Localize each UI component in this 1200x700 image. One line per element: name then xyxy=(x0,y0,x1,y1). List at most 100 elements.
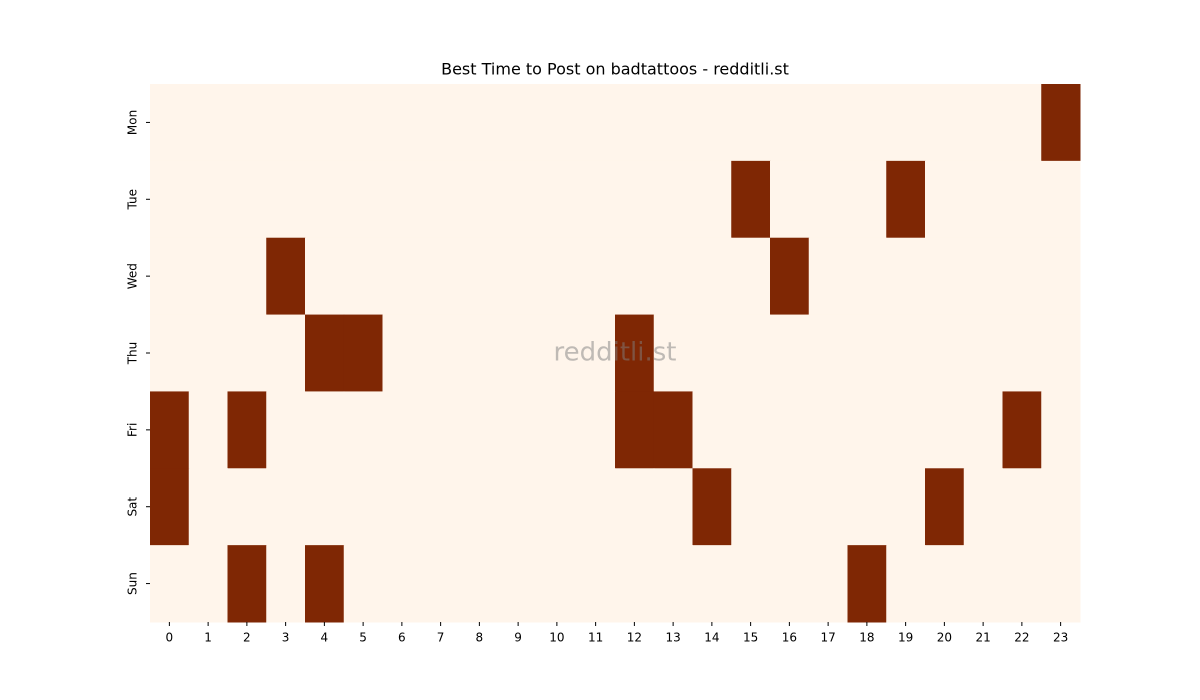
heatmap-cell xyxy=(925,391,965,469)
heatmap-cell xyxy=(188,237,228,316)
heatmap-cell xyxy=(188,468,228,546)
x-tick-label: 21 xyxy=(975,631,990,645)
x-tick-label: 8 xyxy=(476,631,484,645)
heatmap-cell xyxy=(305,545,345,623)
heatmap-cell xyxy=(692,237,732,316)
heatmap-cell xyxy=(537,545,577,623)
x-tick-label: 11 xyxy=(588,631,603,645)
heatmap-cell xyxy=(615,160,655,239)
heatmap-cell xyxy=(1002,545,1042,623)
heatmap-cell xyxy=(847,314,887,392)
heatmap-cell xyxy=(847,545,887,623)
heatmap-cell xyxy=(731,468,771,546)
y-tick-label: Mon xyxy=(126,110,140,135)
heatmap-cell xyxy=(653,391,693,469)
heatmap-cell xyxy=(615,545,655,623)
heatmap-cell xyxy=(692,391,732,469)
heatmap-cell xyxy=(266,545,306,623)
heatmap-cell xyxy=(305,391,345,469)
heatmap-cell xyxy=(266,391,306,469)
heatmap-cell xyxy=(731,314,771,392)
heatmap-cell xyxy=(188,160,228,239)
heatmap-cell xyxy=(537,160,577,239)
heatmap-cell xyxy=(227,160,267,239)
heatmap-cell xyxy=(886,468,926,546)
heatmap-cell xyxy=(576,391,616,469)
heatmap-cell xyxy=(963,545,1003,623)
x-tick-label: 6 xyxy=(398,631,406,645)
heatmap-cell xyxy=(576,314,616,392)
heatmap-cell xyxy=(653,84,693,162)
heatmap-cell xyxy=(1041,314,1081,392)
heatmap-cell xyxy=(460,84,500,162)
heatmap-cell xyxy=(576,84,616,162)
heatmap-cell xyxy=(227,391,267,469)
heatmap-cell xyxy=(537,314,577,392)
heatmap-cell xyxy=(150,314,190,392)
heatmap-cell xyxy=(886,391,926,469)
x-tick-label: 23 xyxy=(1053,631,1068,645)
heatmap-cell xyxy=(770,545,810,623)
heatmap-cell xyxy=(1002,160,1042,239)
heatmap-cell xyxy=(382,545,422,623)
heatmap-cell xyxy=(692,160,732,239)
heatmap-cell xyxy=(460,314,500,392)
x-tick-label: 2 xyxy=(243,631,251,645)
heatmap-cell xyxy=(150,391,190,469)
heatmap-cell xyxy=(576,237,616,316)
heatmap-cell xyxy=(266,237,306,316)
heatmap-cell xyxy=(1041,545,1081,623)
heatmap-cell xyxy=(925,237,965,316)
heatmap-cell xyxy=(731,545,771,623)
y-tick-label: Wed xyxy=(126,263,140,289)
heatmap-cell xyxy=(1002,314,1042,392)
heatmap-cell xyxy=(1041,468,1081,546)
heatmap-cell xyxy=(1002,237,1042,316)
heatmap-cell xyxy=(537,237,577,316)
heatmap-cell xyxy=(227,468,267,546)
heatmap-cell xyxy=(808,237,848,316)
heatmap-cell xyxy=(382,84,422,162)
heatmap-cell xyxy=(150,84,190,162)
heatmap-cell xyxy=(1041,237,1081,316)
heatmap-cell xyxy=(537,84,577,162)
heatmap-cell xyxy=(343,468,383,546)
heatmap-cell xyxy=(266,314,306,392)
heatmap-cell xyxy=(731,391,771,469)
heatmap-cell xyxy=(460,545,500,623)
heatmap-cell xyxy=(305,468,345,546)
x-tick-label: 10 xyxy=(549,631,564,645)
heatmap-cell xyxy=(886,84,926,162)
heatmap-cell xyxy=(808,84,848,162)
heatmap-cell xyxy=(692,84,732,162)
heatmap-cell xyxy=(227,545,267,623)
heatmap-cell xyxy=(188,314,228,392)
x-tick-label: 18 xyxy=(859,631,874,645)
heatmap-cell xyxy=(1002,468,1042,546)
heatmap-cell xyxy=(498,314,538,392)
heatmap-cell xyxy=(188,545,228,623)
heatmap-cell xyxy=(576,468,616,546)
y-tick-label: Thu xyxy=(126,342,140,366)
x-tick-label: 12 xyxy=(627,631,642,645)
x-tick-label: 9 xyxy=(514,631,522,645)
heatmap-cell xyxy=(808,468,848,546)
heatmap-cell xyxy=(615,391,655,469)
heatmap-cell xyxy=(731,160,771,239)
heatmap-cell xyxy=(615,237,655,316)
heatmap-cell xyxy=(576,160,616,239)
heatmap-cell xyxy=(460,391,500,469)
x-tick-label: 3 xyxy=(282,631,290,645)
heatmap-cell xyxy=(382,314,422,392)
heatmap-cell xyxy=(460,468,500,546)
heatmap-cell xyxy=(150,468,190,546)
heatmap-cell xyxy=(460,160,500,239)
y-tick-label: Sun xyxy=(126,572,140,595)
heatmap-cell xyxy=(227,237,267,316)
heatmap-cell xyxy=(498,84,538,162)
heatmap-cell xyxy=(808,160,848,239)
heatmap-cell xyxy=(963,84,1003,162)
heatmap-cell xyxy=(150,160,190,239)
heatmap-cell xyxy=(847,391,887,469)
